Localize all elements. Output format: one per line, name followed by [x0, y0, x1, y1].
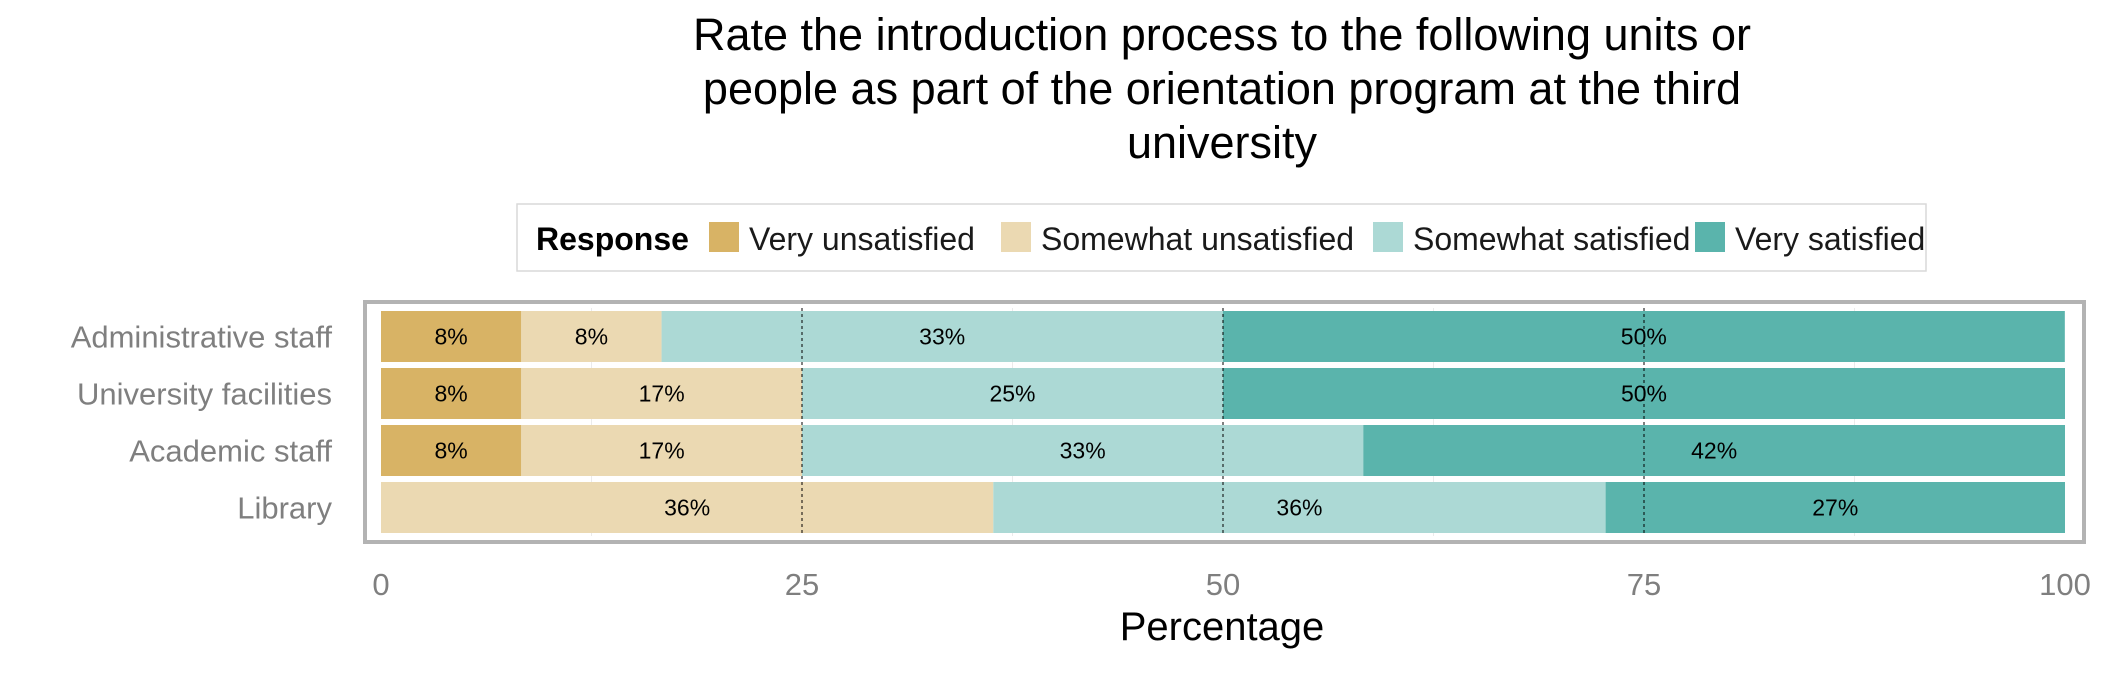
- bar-value-label: 33%: [1060, 438, 1106, 464]
- bar-segment: [521, 368, 802, 419]
- data-labels: 8% 8% 33% 50% 8% 17% 25% 50% 8% 17% 33% 42% 36% 36% 27…: [435, 324, 1859, 521]
- bar-segment: [802, 425, 1364, 476]
- bar-segment: [661, 311, 1223, 362]
- bar-segment: [381, 368, 522, 419]
- bar-segment: [381, 311, 522, 362]
- category-labels: Administrative staff University facilitie…: [71, 320, 333, 526]
- bar-segment: [381, 425, 522, 476]
- chart-title-line: university: [1127, 117, 1318, 168]
- bar-segment: [1222, 311, 2065, 362]
- bar-value-label: 33%: [919, 324, 965, 350]
- legend-entry: Very unsatisfied: [749, 221, 975, 257]
- legend-entry: Somewhat satisfied: [1413, 221, 1690, 257]
- bar-segment: [1363, 425, 2065, 476]
- legend-entry: Somewhat unsatisfied: [1041, 221, 1354, 257]
- legend-entry: Very satisfied: [1735, 221, 1925, 257]
- bar-value-label: 25%: [989, 381, 1035, 407]
- bar-segment: [521, 311, 662, 362]
- x-tick-label: 100: [2039, 567, 2091, 602]
- x-axis-ticks: 0 25 50 75 100: [372, 567, 2090, 602]
- x-axis-title: Percentage: [1120, 605, 1325, 649]
- bar-value-label: 8%: [435, 381, 468, 407]
- category-label: Administrative staff: [71, 320, 333, 355]
- bar-segment: [521, 425, 802, 476]
- bar-segment: [802, 368, 1223, 419]
- bar-value-label: 50%: [1621, 381, 1667, 407]
- legend-swatch: [1001, 222, 1031, 252]
- bar-value-label: 42%: [1691, 438, 1737, 464]
- bar-value-label: 50%: [1621, 324, 1667, 350]
- x-tick-label: 0: [372, 567, 389, 602]
- plot-area: 8% 8% 33% 50% 8% 17% 25% 50% 8% 17% 33% 42% 36% 36% 27…: [363, 300, 2086, 544]
- bars: [381, 311, 2065, 533]
- bar-segment: [381, 482, 994, 533]
- legend-box: [516, 203, 1927, 272]
- legend-swatch: [1373, 222, 1403, 252]
- bar-value-label: 27%: [1812, 495, 1858, 521]
- legend: Response Very unsatisfied Somewhat unsati…: [516, 203, 1927, 272]
- category-label: University facilities: [77, 377, 332, 412]
- bar-value-label: 8%: [435, 324, 468, 350]
- chart-title: Rate the introduction process to the fol…: [693, 9, 1751, 168]
- legend-swatch: [1695, 222, 1725, 252]
- chart-title-line: people as part of the orientation progra…: [703, 63, 1741, 114]
- x-tick-label: 75: [1627, 567, 1661, 602]
- bar-value-label: 8%: [435, 438, 468, 464]
- chart-title-line: Rate the introduction process to the fol…: [693, 9, 1751, 60]
- bar-value-label: 17%: [639, 438, 685, 464]
- bar-segment: [1605, 482, 2065, 533]
- legend-title: Response: [536, 221, 689, 257]
- x-tick-label: 25: [785, 567, 819, 602]
- category-label: Academic staff: [129, 434, 332, 469]
- category-label: Library: [237, 491, 332, 526]
- bar-value-label: 17%: [639, 381, 685, 407]
- legend-swatch: [709, 222, 739, 252]
- bar-value-label: 36%: [664, 495, 710, 521]
- x-tick-label: 50: [1206, 567, 1240, 602]
- bar-value-label: 8%: [575, 324, 608, 350]
- bar-value-label: 36%: [1276, 495, 1322, 521]
- bar-segment: [993, 482, 1606, 533]
